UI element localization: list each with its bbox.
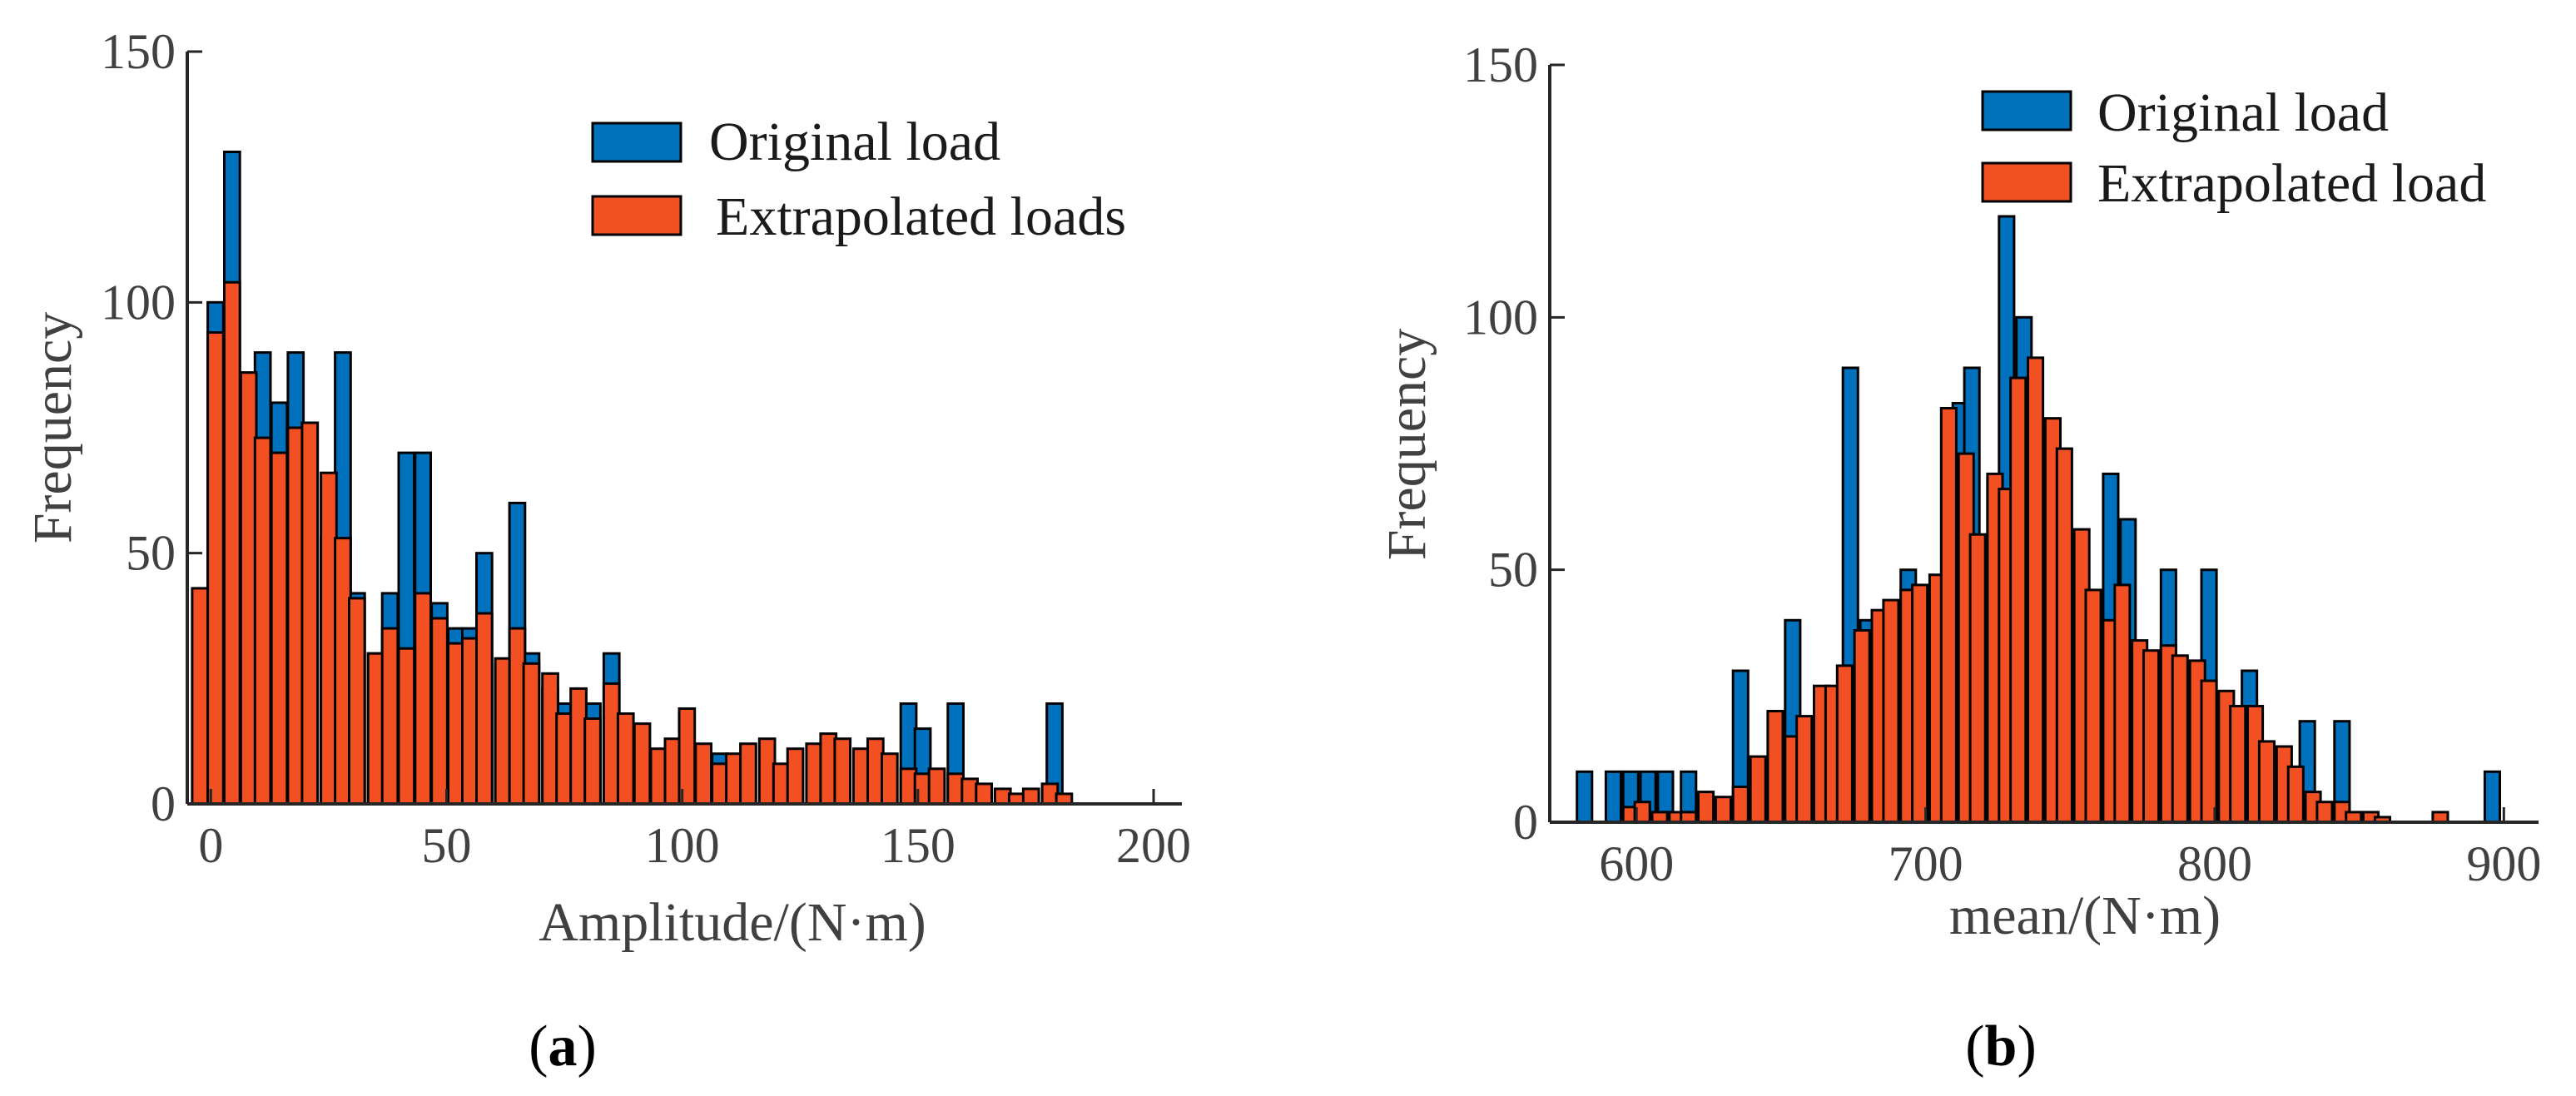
panel-a-bar-extrapolated-32 — [694, 742, 712, 806]
panel-b-legend: Original load Extrapolated load — [1981, 82, 2486, 214]
panel-b-bar-extrapolated-39 — [2200, 679, 2218, 824]
panel-a-bar-extrapolated-44 — [881, 752, 899, 806]
panel-b-x-tick-label: 600 — [1599, 836, 1674, 891]
panel-b-bar-extrapolated-23 — [1968, 533, 1987, 824]
panel-a-legend-swatch-original — [591, 122, 682, 163]
panel-b-bar-extrapolated-6 — [1714, 796, 1732, 824]
panel-b-y-tick-label: 150 — [1463, 37, 1538, 92]
panel-a-bar-extrapolated-50 — [975, 782, 994, 806]
panel-a-bar-extrapolated-27 — [616, 712, 635, 806]
panel-b-bars — [1576, 215, 2501, 824]
panel-b-x-ticks: 600 700 800 900 — [1599, 807, 2541, 891]
panel-b-histogram: 0 50 100 150 600 700 800 900 mean/(N·m) Freque… — [1377, 37, 2541, 1079]
panel-a-bar-extrapolated-4 — [253, 436, 272, 806]
panel-b-x-tick-label: 800 — [2177, 836, 2252, 891]
panel-a-bar-extrapolated-2 — [223, 280, 241, 806]
panel-b-bar-extrapolated-15 — [1853, 629, 1871, 824]
panel-a-bar-extrapolated-0 — [191, 587, 210, 806]
panel-a-bar-extrapolated-47 — [927, 767, 946, 806]
panel-a-bar-extrapolated-41 — [833, 737, 852, 806]
panel-b-bar-extrapolated-41 — [2229, 705, 2247, 824]
panel-b-bar-original-0 — [1576, 770, 1594, 824]
panel-b-bar-extrapolated-17 — [1882, 598, 1900, 824]
panel-a-bar-extrapolated-1 — [206, 331, 225, 806]
panel-a-bar-extrapolated-18 — [475, 612, 494, 806]
panel-a-bar-extrapolated-13 — [397, 647, 416, 806]
panel-a-bar-extrapolated-12 — [380, 627, 400, 806]
panel-b-legend-swatch-extrapolated — [1981, 161, 2072, 203]
panel-b-bar-extrapolated-5 — [1697, 791, 1715, 824]
panel-b-bar-extrapolated-14 — [1835, 664, 1854, 824]
panel-b-bar-extrapolated-21 — [1939, 407, 1958, 824]
panel-b-y-tick-label: 0 — [1513, 795, 1538, 850]
panel-a-y-tick-label: 50 — [126, 526, 176, 581]
panel-b-legend-label-extrapolated: Extrapolated load — [2097, 153, 2486, 214]
panel-a-y-tick-label: 100 — [101, 275, 176, 330]
panel-b-x-tick-label: 900 — [2466, 836, 2541, 891]
panel-a-bar-extrapolated-5 — [270, 451, 289, 806]
panel-b-bar-original-28 — [2483, 770, 2501, 824]
panel-b-y-axis-label: Frequency — [1377, 329, 1437, 561]
panel-a-bar-extrapolated-15 — [430, 617, 449, 806]
panel-b-bar-extrapolated-35 — [2142, 649, 2161, 824]
panel-b-bar-extrapolated-11 — [1795, 715, 1814, 824]
panel-a-bar-extrapolated-21 — [522, 662, 541, 806]
panel-a-x-tick-label: 200 — [1116, 818, 1191, 873]
panel-b-bar-extrapolated-47 — [2315, 801, 2334, 824]
panel-a-bar-extrapolated-35 — [739, 742, 757, 806]
panel-a-x-tick-label: 50 — [421, 818, 471, 873]
panel-b-y-tick-label: 50 — [1488, 543, 1538, 598]
panel-b-bar-extrapolated-27 — [2027, 356, 2045, 824]
panel-a-y-tick-label: 0 — [151, 776, 176, 831]
panel-a-bar-extrapolated-25 — [583, 717, 602, 806]
panel-b-bar-extrapolated-9 — [1766, 710, 1784, 824]
panel-b-bar-extrapolated-19 — [1911, 583, 1929, 824]
panel-b-y-tick-label: 100 — [1463, 290, 1538, 345]
panel-a-legend-label-original: Original load — [709, 112, 1000, 172]
panel-a-x-ticks: 0 50 100 150 200 — [198, 789, 1191, 873]
panel-a-histogram: 0 50 100 150 0 50 100 150 200 Amplitude/(N·m) F… — [22, 24, 1191, 1079]
panel-b-x-axis-label: mean/(N·m) — [1949, 885, 2221, 946]
panel-a-label: (a) — [529, 1014, 597, 1079]
panel-b-bar-extrapolated-33 — [2113, 583, 2132, 824]
panel-a-legend-swatch-extrapolated — [591, 195, 682, 236]
panel-a-x-tick-label: 0 — [198, 818, 223, 873]
panel-a-x-axis-label: Amplitude/(N·m) — [539, 892, 926, 953]
panel-a-bar-extrapolated-28 — [633, 722, 652, 806]
panel-b-label: (b) — [1965, 1014, 2037, 1079]
panel-b-bar-extrapolated-37 — [2171, 654, 2189, 824]
panel-a-bar-extrapolated-38 — [786, 747, 805, 806]
panel-a-x-tick-label: 100 — [645, 818, 720, 873]
panel-b-bar-extrapolated-26 — [2009, 376, 2028, 824]
panel-a-x-tick-label: 150 — [881, 818, 955, 873]
panel-a-bars — [191, 151, 1074, 806]
panel-b-legend-label-original: Original load — [2097, 82, 2389, 143]
panel-b-bar-extrapolated-29 — [2055, 447, 2073, 824]
panel-b-bar-extrapolated-31 — [2084, 588, 2102, 824]
panel-b-legend-swatch-original — [1981, 90, 2072, 131]
panel-a-legend-label-extrapolated: Extrapolated loads — [716, 186, 1126, 247]
panel-a-legend: Original load Extrapolated loads — [591, 112, 1126, 247]
panel-a-y-ticks: 0 50 100 150 — [101, 24, 202, 831]
panel-a-y-tick-label: 150 — [101, 24, 176, 79]
panel-a-bar-extrapolated-14 — [414, 592, 432, 806]
panel-b-bar-extrapolated-45 — [2286, 765, 2305, 824]
panel-a-bar-extrapolated-10 — [348, 597, 366, 806]
panel-b-bar-extrapolated-8 — [1749, 755, 1767, 824]
panel-a-bar-extrapolated-7 — [300, 421, 320, 806]
panel-b-bar-extrapolated-43 — [2257, 740, 2276, 824]
panel-a-y-axis-label: Frequency — [22, 312, 83, 544]
panel-b-x-tick-label: 700 — [1889, 836, 1963, 891]
panel-b-bar-original-1 — [1604, 770, 1623, 824]
panel-b-bar-extrapolated-7 — [1731, 786, 1750, 824]
panel-b-y-ticks: 0 50 100 150 — [1463, 37, 1565, 850]
panel-a-bar-extrapolated-53 — [1021, 787, 1040, 806]
